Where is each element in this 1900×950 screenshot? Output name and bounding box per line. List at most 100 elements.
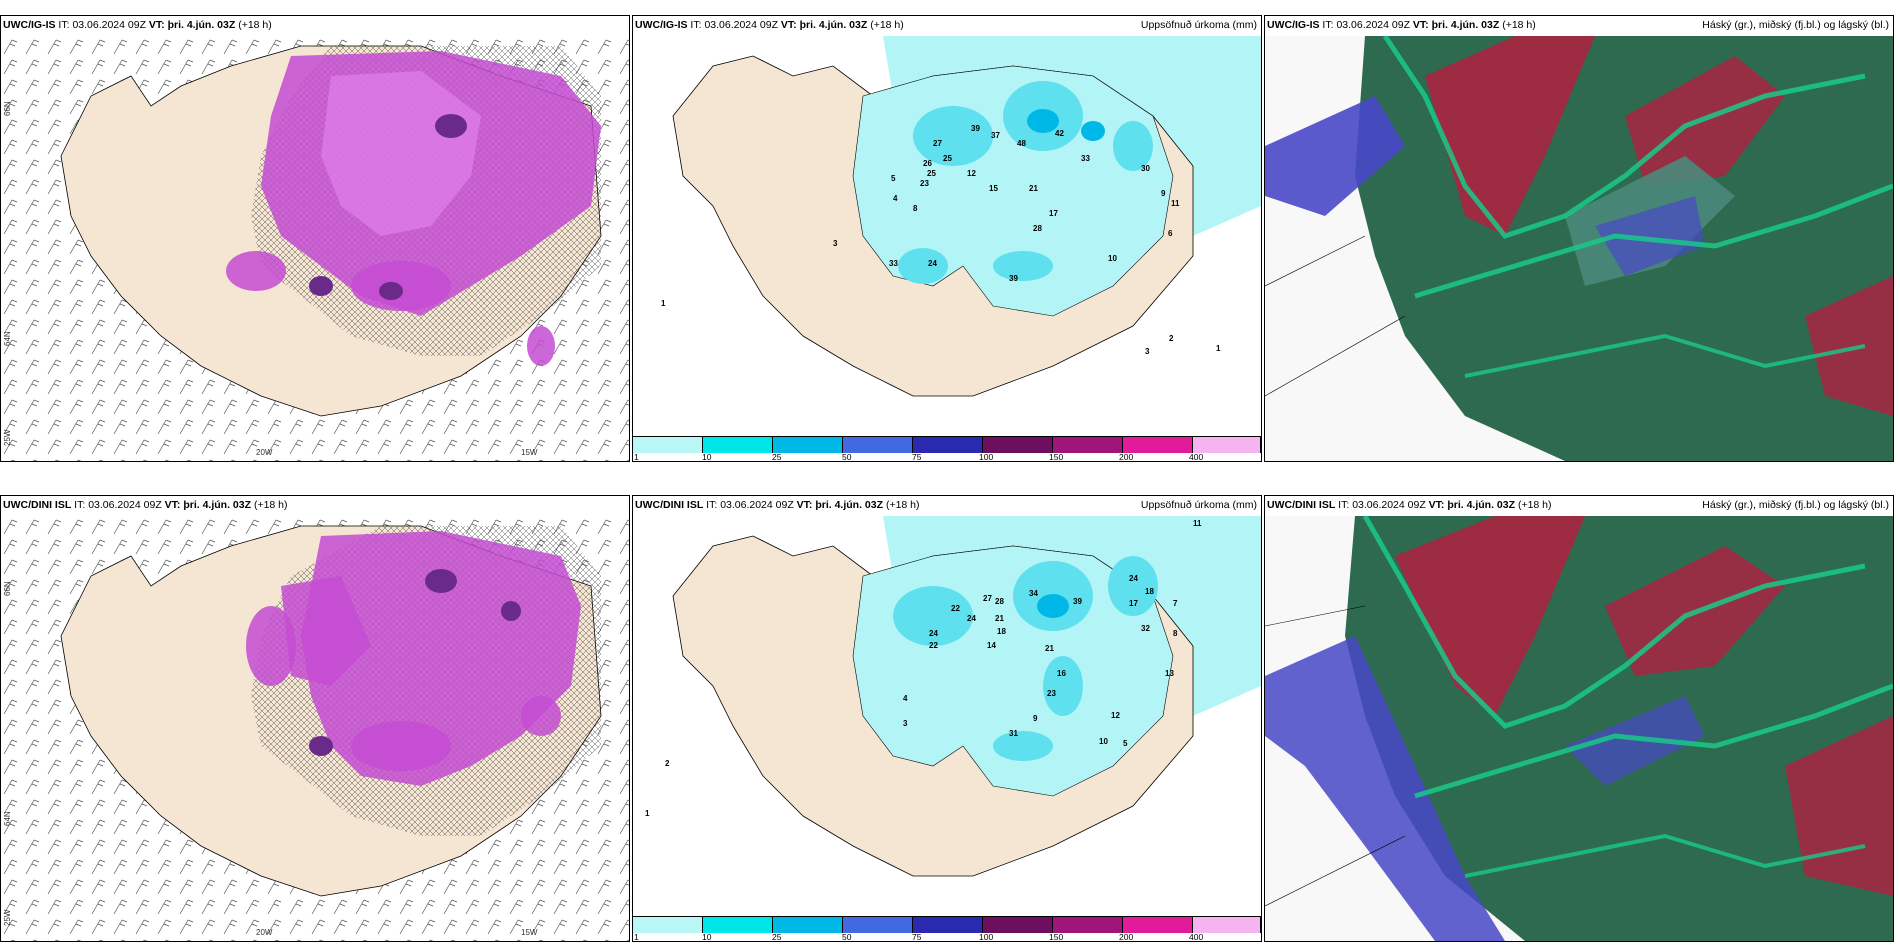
svg-text:1: 1 [661, 299, 666, 308]
panel-header: UWC/IG-IS IT: 03.06.2024 09Z VT: þri. 4.… [1267, 19, 1536, 31]
legend-label: 150 [1049, 932, 1064, 942]
legend-swatch [983, 437, 1053, 453]
svg-text:9: 9 [1033, 714, 1038, 723]
legend-label: 75 [912, 932, 922, 942]
svg-text:17: 17 [1129, 599, 1138, 608]
legend-swatch [633, 437, 703, 453]
svg-text:10: 10 [1099, 737, 1108, 746]
svg-text:42: 42 [1055, 129, 1064, 138]
svg-text:11: 11 [1193, 519, 1202, 528]
svg-text:33: 33 [889, 259, 898, 268]
legend-swatch [843, 437, 913, 453]
legend-label: 100 [979, 932, 994, 942]
map-precip[interactable]: 27 39 37 48 42 33 25 26 25 23 12 15 21 1… [633, 36, 1261, 439]
svg-text:2: 2 [665, 759, 670, 768]
svg-text:26: 26 [923, 159, 932, 168]
legend-swatch [633, 917, 703, 933]
legend-swatch [1053, 437, 1123, 453]
svg-text:22: 22 [951, 604, 960, 613]
lat-label-66n: 66N [3, 101, 12, 116]
svg-text:27: 27 [983, 594, 992, 603]
legend-swatch [773, 917, 843, 933]
svg-text:17: 17 [1049, 209, 1058, 218]
svg-text:24: 24 [929, 629, 938, 638]
legend-label: 25 [772, 932, 782, 942]
legend-label: 50 [842, 932, 852, 942]
svg-text:5: 5 [1123, 739, 1128, 748]
legend-label: 25 [772, 452, 782, 462]
svg-text:11: 11 [1171, 199, 1180, 208]
svg-text:34: 34 [1029, 589, 1038, 598]
map-clouds[interactable] [1265, 516, 1893, 941]
legend-label: 75 [912, 452, 922, 462]
legend-label: 10 [702, 932, 712, 942]
legend-swatch [703, 917, 773, 933]
svg-text:8: 8 [1173, 629, 1178, 638]
panel-dini-precip: UWC/DINI ISL IT: 03.06.2024 09Z VT: þri.… [632, 495, 1262, 942]
svg-text:39: 39 [1009, 274, 1018, 283]
precip-legend: 1 10 25 50 75 100 150 200 400 [633, 916, 1261, 941]
svg-text:1: 1 [645, 809, 650, 818]
panel-title-right: Háský (gr.), miðský (fj.bl.) og lágský (… [1702, 499, 1889, 511]
svg-text:10: 10 [1108, 254, 1117, 263]
svg-text:24: 24 [1129, 574, 1138, 583]
svg-text:3: 3 [833, 239, 838, 248]
svg-text:5: 5 [891, 174, 896, 183]
legend-swatch [983, 917, 1053, 933]
svg-text:4: 4 [903, 694, 908, 703]
svg-text:12: 12 [967, 169, 976, 178]
lon-label-15w: 15W [521, 928, 538, 937]
lat-label-64n: 64N [3, 811, 12, 826]
svg-text:24: 24 [928, 259, 937, 268]
legend-label: 1 [634, 452, 639, 462]
lon-label-20w: 20W [256, 928, 273, 937]
panel-ig-is-precip: UWC/IG-IS IT: 03.06.2024 09Z VT: þri. 4.… [632, 15, 1262, 462]
panel-ig-is-wind: UWC/IG-IS IT: 03.06.2024 09Z VT: þri. 4.… [0, 15, 630, 462]
panel-header: UWC/DINI ISL IT: 03.06.2024 09Z VT: þri.… [1267, 499, 1552, 511]
panel-title-right: Háský (gr.), miðský (fj.bl.) og lágský (… [1702, 19, 1889, 31]
svg-text:33: 33 [1081, 154, 1090, 163]
legend-swatch [913, 917, 983, 933]
svg-text:37: 37 [991, 131, 1000, 140]
legend-label: 100 [979, 452, 994, 462]
lon-label-20w: 20W [256, 448, 273, 457]
svg-text:14: 14 [987, 641, 996, 650]
legend-label: 200 [1119, 932, 1134, 942]
map-precip[interactable]: 22 27 28 34 39 24 17 18 24 21 24 18 22 1… [633, 516, 1261, 919]
legend-label: 10 [702, 452, 712, 462]
map-convective[interactable] [1, 36, 629, 461]
legend-label: 150 [1049, 452, 1064, 462]
map-convective[interactable] [1, 516, 629, 941]
svg-text:28: 28 [995, 597, 1004, 606]
panel-ig-is-clouds: UWC/IG-IS IT: 03.06.2024 09Z VT: þri. 4.… [1264, 15, 1894, 462]
legend-swatch [913, 437, 983, 453]
map-clouds[interactable] [1265, 36, 1893, 461]
svg-text:16: 16 [1057, 669, 1066, 678]
legend-swatch [1053, 917, 1123, 933]
precip-legend: 1 10 25 50 75 100 150 200 400 [633, 436, 1261, 461]
svg-text:8: 8 [913, 204, 918, 213]
svg-text:25: 25 [927, 169, 936, 178]
legend-label: 200 [1119, 452, 1134, 462]
legend-swatch [1123, 437, 1193, 453]
panel-dini-clouds: UWC/DINI ISL IT: 03.06.2024 09Z VT: þri.… [1264, 495, 1894, 942]
svg-text:28: 28 [1033, 224, 1042, 233]
legend-label: 50 [842, 452, 852, 462]
svg-text:9: 9 [1161, 189, 1166, 198]
legend-swatch [773, 437, 843, 453]
svg-text:48: 48 [1017, 139, 1026, 148]
panel-title-right: Uppsöfnuð úrkoma (mm) [1140, 19, 1257, 31]
svg-text:3: 3 [903, 719, 908, 728]
lat-label-64n: 64N [3, 331, 12, 346]
lat-label-66n: 66N [3, 581, 12, 596]
legend-swatch [1193, 437, 1261, 453]
svg-text:6: 6 [1168, 229, 1173, 238]
svg-text:23: 23 [920, 179, 929, 188]
lat-label-25w: 25W [3, 909, 12, 926]
svg-text:39: 39 [971, 124, 980, 133]
legend-swatch [843, 917, 913, 933]
legend-swatch [703, 437, 773, 453]
svg-text:15: 15 [989, 184, 998, 193]
panel-title-right: Uppsöfnuð úrkoma (mm) [1140, 499, 1257, 511]
legend-label: 400 [1189, 452, 1204, 462]
